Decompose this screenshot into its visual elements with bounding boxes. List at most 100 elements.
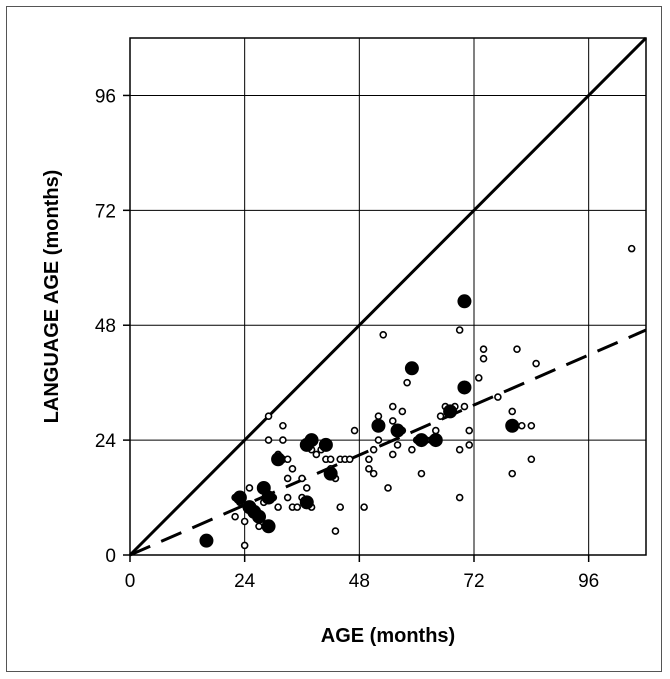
open-data-point	[365, 455, 373, 464]
open-data-point	[365, 465, 373, 473]
open-data-point	[279, 436, 287, 444]
open-data-point	[374, 412, 383, 420]
open-data-point	[302, 484, 311, 492]
open-data-point	[474, 374, 483, 382]
open-data-point	[298, 474, 306, 483]
x-tick-label: 48	[349, 571, 370, 592]
open-data-point	[283, 474, 292, 483]
open-data-point	[240, 517, 249, 526]
open-data-point	[627, 244, 636, 253]
y-tick-label: 72	[95, 201, 116, 222]
plot-border	[129, 37, 647, 556]
open-data-point	[431, 426, 440, 435]
open-data-point	[527, 421, 536, 430]
filled-data-point	[443, 404, 458, 419]
axes	[123, 37, 647, 562]
tick-labels: 0 24 48 72 96 0 24 48 72 96	[95, 86, 599, 592]
open-data-point	[264, 412, 273, 420]
filled-data-point	[457, 294, 472, 309]
open-data-point	[288, 465, 297, 473]
open-data-point	[436, 412, 445, 420]
y-axis-title: LANGUAGE AGE (months)	[41, 170, 63, 424]
open-data-point	[345, 455, 354, 464]
filled-data-point	[428, 433, 443, 448]
filled-data-point	[457, 380, 472, 395]
y-tick-label: 48	[95, 316, 116, 337]
open-data-point	[393, 441, 402, 449]
open-data-point	[388, 450, 397, 459]
open-data-point	[479, 345, 488, 353]
grid-lines	[130, 38, 646, 555]
open-data-point	[388, 417, 397, 425]
open-data-point	[350, 426, 359, 435]
open-data-point	[336, 503, 345, 511]
open-data-point	[326, 455, 335, 464]
open-data-point	[513, 345, 521, 353]
open-data-point	[312, 450, 321, 459]
open-data-point	[374, 436, 383, 444]
open-data-point	[532, 359, 540, 368]
filled-data-point	[261, 519, 276, 534]
open-data-point	[508, 407, 517, 416]
x-tick-label: 24	[234, 571, 256, 592]
open-data-point	[455, 493, 464, 502]
open-data-point	[408, 445, 416, 454]
filled-data-point	[414, 433, 429, 448]
filled-data-point	[271, 452, 286, 467]
open-data-point	[388, 402, 397, 411]
open-data-point	[293, 503, 302, 511]
filled-data-point	[404, 361, 419, 376]
open-data-point	[283, 493, 292, 502]
open-data-point	[455, 326, 464, 334]
filled-data-point	[299, 495, 314, 510]
open-data-point	[494, 393, 502, 401]
open-data-point	[274, 503, 282, 511]
filled-data-point	[505, 418, 520, 433]
open-data-point	[465, 441, 474, 449]
open-data-point	[465, 426, 474, 435]
filled-data-point	[199, 533, 214, 548]
open-data-point	[517, 421, 526, 430]
filled-data-point	[323, 466, 338, 481]
open-data-point	[403, 378, 411, 387]
reference-lines	[128, 36, 648, 557]
x-tick-label: 72	[463, 571, 484, 592]
open-data-point	[360, 503, 368, 511]
x-tick-label: 96	[578, 571, 599, 592]
filled-data-point	[371, 418, 386, 433]
open-data-point	[283, 455, 292, 464]
y-tick-label: 96	[95, 86, 116, 107]
open-data-point	[508, 469, 517, 478]
open-data-point	[369, 469, 378, 478]
open-data-point	[398, 407, 407, 416]
open-data-point	[245, 484, 254, 492]
filled-data-point	[390, 423, 405, 438]
open-data-point	[240, 541, 249, 550]
data-points	[199, 244, 636, 550]
open-data-point	[331, 527, 340, 535]
open-data-point	[379, 330, 388, 339]
open-data-point	[279, 421, 287, 430]
x-tick-label: 0	[125, 571, 136, 592]
chart-frame	[6, 6, 662, 672]
filled-data-point	[261, 490, 276, 505]
filled-data-point	[304, 433, 319, 448]
y-tick-label: 24	[95, 431, 117, 452]
open-data-point	[460, 402, 469, 411]
open-data-point	[455, 445, 464, 454]
open-data-point	[527, 455, 536, 464]
identity-line	[128, 36, 648, 557]
filled-data-point	[232, 490, 247, 505]
y-tick-label: 0	[105, 546, 116, 567]
filled-data-point	[318, 437, 333, 452]
x-axis-title: AGE (months)	[321, 625, 455, 647]
open-data-point	[479, 354, 488, 363]
open-data-point	[417, 469, 426, 478]
trend-line	[129, 328, 647, 557]
open-data-point	[231, 512, 239, 521]
open-data-point	[255, 522, 263, 531]
open-data-point	[369, 445, 378, 454]
open-data-point	[264, 436, 273, 444]
open-data-point	[384, 484, 392, 492]
